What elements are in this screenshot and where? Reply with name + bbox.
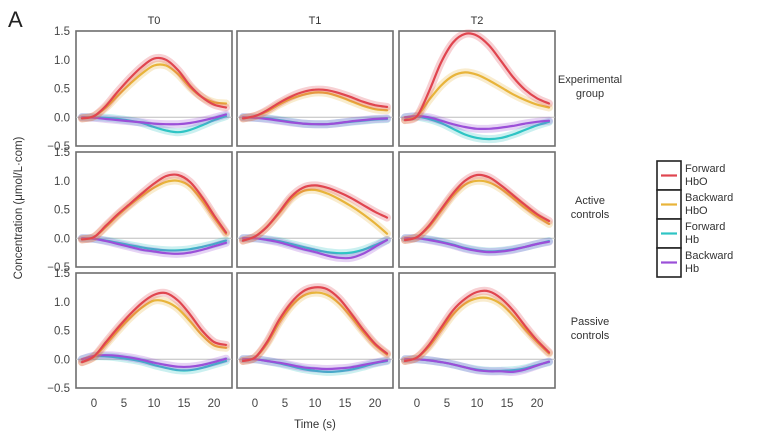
- x-tick-label: 15: [339, 398, 352, 410]
- y-tick-label: 0.0: [54, 112, 70, 124]
- figure-panel-letter: A: [8, 7, 23, 32]
- row-label-passive-line2: controls: [571, 330, 610, 342]
- series-line-bwd_hbo: [80, 299, 228, 364]
- panel-passive-controls-t1: [236, 272, 394, 389]
- series-line-bwd_hb: [80, 354, 228, 369]
- legend-label: Backward: [685, 250, 733, 262]
- x-tick-label: 10: [148, 398, 161, 410]
- y-tick-label: 1.0: [54, 297, 70, 309]
- y-tick-label: 0.0: [54, 233, 70, 245]
- row-label-active-line1: Active: [575, 195, 605, 207]
- y-tick-label: 0.5: [54, 326, 70, 338]
- series-line-fwd_hb: [80, 115, 228, 134]
- series-line-bwd_hbo: [403, 71, 551, 122]
- x-tick-label: 15: [178, 398, 191, 410]
- series-line-fwd_hbo: [80, 56, 228, 120]
- legend-label: Forward: [685, 221, 725, 233]
- y-tick-label: 1.5: [54, 26, 70, 38]
- facet-panels: [75, 29, 556, 389]
- series-line-fwd_hbo: [241, 88, 389, 120]
- x-tick-label: 10: [471, 398, 484, 410]
- column-label-t1: T1: [309, 15, 322, 27]
- y-tick-label: −0.5: [47, 383, 70, 395]
- y-tick-label: 0.5: [54, 205, 70, 217]
- series-line-fwd_hbo: [403, 173, 551, 242]
- legend-label: Hb: [685, 263, 699, 275]
- series-line-bwd_hb: [403, 114, 551, 131]
- panel-active-controls-t2: [398, 151, 556, 268]
- panel-frame: [398, 30, 556, 147]
- series-line-fwd_hbo: [80, 291, 228, 364]
- row-label-experimental-line1: Experimental: [558, 74, 622, 86]
- y-tick-label: −0.5: [47, 262, 70, 274]
- x-tick-labels: 0 5 10 15 20 0 5 10 15 20 0 5 10 15 20: [91, 398, 544, 410]
- panel-experimental-group-t0: [75, 30, 233, 147]
- series-line-fwd_hbo: [241, 286, 389, 363]
- x-tick-label: 20: [208, 398, 221, 410]
- row-label-active-line2: controls: [571, 209, 610, 221]
- series-line-bwd_hb: [403, 358, 551, 374]
- x-tick-label: 10: [309, 398, 322, 410]
- y-tick-label: 0.0: [54, 354, 70, 366]
- row-label-experimental-line2: group: [576, 88, 604, 100]
- series-line-bwd_hb: [241, 237, 389, 260]
- row-strip-labels: Experimental group Active controls Passi…: [558, 74, 622, 342]
- y-tick-labels: −0.50.00.51.01.5−0.50.00.51.01.5−0.50.00…: [47, 26, 70, 395]
- y-tick-label: 1.0: [54, 55, 70, 67]
- panel-frame: [236, 30, 394, 147]
- x-axis-title: Time (s): [294, 419, 336, 431]
- series-line-fwd_hbo: [80, 173, 228, 241]
- series-line-fwd_hb: [80, 355, 228, 372]
- series-line-fwd_hb: [403, 115, 551, 141]
- y-tick-label: 0.5: [54, 84, 70, 96]
- legend-label: Forward: [685, 163, 725, 175]
- legend-label: HbO: [685, 176, 708, 188]
- x-tick-label: 5: [444, 398, 450, 410]
- x-tick-label: 20: [369, 398, 382, 410]
- legend-label: Hb: [685, 234, 699, 246]
- series-line-fwd_hbo: [241, 184, 389, 242]
- series-line-fwd_hbo: [403, 289, 551, 363]
- panel-experimental-group-t2: [398, 29, 556, 147]
- panel-passive-controls-t2: [398, 272, 556, 389]
- x-tick-label: 20: [531, 398, 544, 410]
- panel-active-controls-t0: [75, 151, 233, 268]
- legend-label: Backward: [685, 192, 733, 204]
- legend-label: HbO: [685, 205, 708, 217]
- column-label-t2: T2: [471, 15, 484, 27]
- y-tick-label: 1.5: [54, 147, 70, 159]
- series-line-bwd_hb: [241, 116, 389, 126]
- series-line-bwd_hb: [80, 113, 228, 126]
- y-tick-label: −0.5: [47, 141, 70, 153]
- x-tick-label: 0: [414, 398, 420, 410]
- series-line-bwd_hb: [80, 237, 228, 255]
- column-label-t0: T0: [148, 15, 161, 27]
- panel-experimental-group-t1: [236, 30, 394, 147]
- x-tick-label: 15: [501, 398, 514, 410]
- x-tick-label: 0: [91, 398, 97, 410]
- x-tick-label: 5: [121, 398, 127, 410]
- series-line-fwd_hbo: [403, 32, 551, 122]
- x-tick-label: 5: [282, 398, 288, 410]
- series-line-bwd_hb: [241, 358, 389, 371]
- y-axis-title: Concentration (μmol/L·com): [13, 136, 25, 279]
- panel-passive-controls-t0: [75, 272, 233, 389]
- panel-active-controls-t1: [236, 151, 394, 268]
- row-label-passive-line1: Passive: [571, 316, 610, 328]
- series-line-bwd_hb: [403, 237, 551, 254]
- panel-frame: [75, 272, 233, 389]
- column-strip-labels: T0 T1 T2: [148, 15, 484, 27]
- x-tick-label: 0: [252, 398, 258, 410]
- y-tick-label: 1.0: [54, 176, 70, 188]
- y-tick-label: 1.5: [54, 268, 70, 280]
